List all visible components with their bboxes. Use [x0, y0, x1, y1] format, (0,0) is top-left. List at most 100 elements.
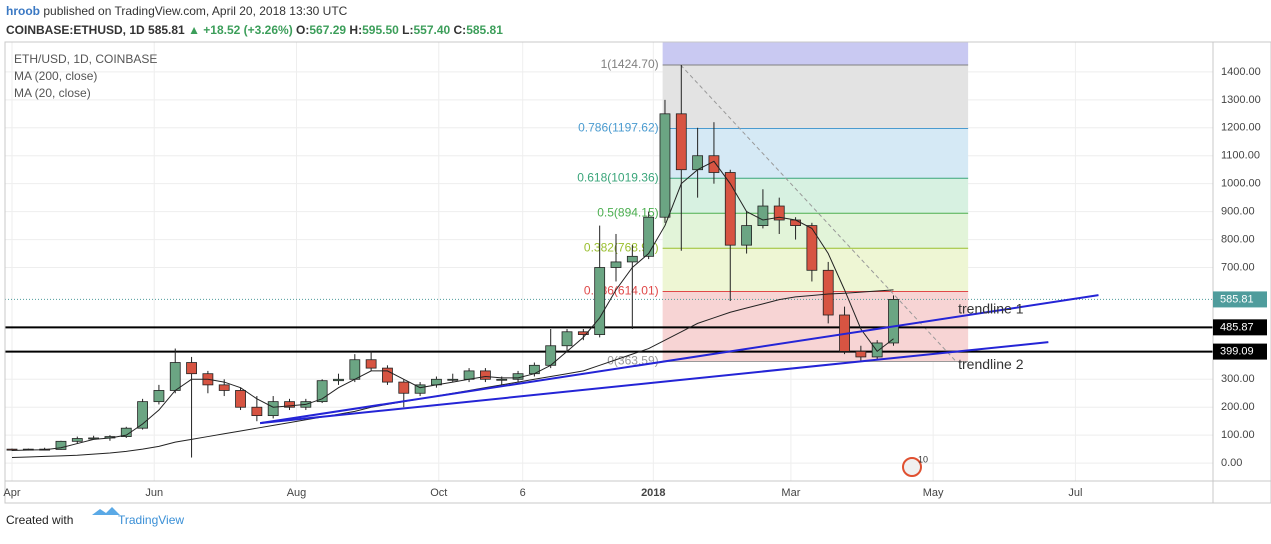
candle-body: [806, 225, 818, 271]
candle-body: [561, 331, 573, 347]
change: ▲ +18.52 (+3.26%): [188, 23, 293, 37]
price-box: [1213, 291, 1267, 308]
event-badge[interactable]: 10: [902, 454, 928, 477]
fib-band: [662, 128, 969, 179]
candle-body: [594, 267, 606, 335]
candle-body: [349, 359, 361, 380]
ohlc-key: L:: [402, 23, 413, 37]
x-tick-label: Jun: [145, 487, 163, 499]
moving-average: [11, 160, 894, 452]
candle-body: [398, 381, 410, 394]
ohlc-key: C:: [454, 23, 467, 37]
frame: [4, 41, 1271, 504]
plot-area: 0(363.59)0.236(614.01)0.382(768.93)0.5(8…: [5, 42, 1213, 481]
candle-body: [480, 370, 491, 380]
candle-body: [153, 390, 165, 403]
x-tick-label: 6: [520, 487, 526, 499]
candle-body: [251, 406, 263, 417]
candle-body: [888, 299, 899, 344]
candle-body: [822, 269, 834, 316]
symbol-line: COINBASE:ETHUSD, 1D 585.81 ▲ +18.52 (+3.…: [6, 23, 503, 37]
y-tick-label: 1100.00: [1221, 150, 1260, 162]
candle-body: [855, 350, 867, 358]
candle-body: [316, 380, 328, 403]
y-tick-label: 0.00: [1221, 457, 1242, 469]
candle-body: [284, 401, 295, 408]
candle-body: [55, 440, 67, 450]
legend-main: ETH/USD, 1D, COINBASE: [14, 52, 157, 66]
candle-body: [757, 205, 769, 226]
legend-ma20: MA (20, close): [14, 86, 91, 100]
publisher[interactable]: hroob: [6, 4, 40, 18]
y-tick-label: 200.00: [1221, 401, 1255, 413]
candle-body: [724, 172, 736, 246]
footer-brand[interactable]: TradingView: [118, 513, 184, 527]
fib-label: 0.5(894.15): [597, 205, 658, 219]
candle-body: [610, 261, 622, 268]
candle-body: [414, 384, 426, 394]
candle-body: [659, 113, 671, 218]
candle-body: [463, 370, 475, 380]
candle-body: [218, 384, 230, 391]
x-tick-label: Oct: [430, 487, 447, 499]
symbol: COINBASE:ETHUSD, 1D: [6, 23, 145, 37]
brand-logo[interactable]: [92, 507, 120, 515]
candle-body: [169, 362, 181, 391]
price-box: [1213, 343, 1267, 360]
x-tick-label: Mar: [781, 487, 800, 499]
price-box: [1213, 319, 1267, 336]
x-tick-label: Apr: [3, 487, 20, 499]
published: published on TradingView.com, April 20, …: [43, 4, 347, 18]
header: hroob published on TradingView.com, Apri…: [6, 4, 348, 18]
y-tick-label: 100.00: [1221, 429, 1255, 441]
ohlc-value: 567.29: [309, 23, 346, 37]
fib-label: 0.618(1019.36): [577, 170, 658, 184]
ohlc-value: 595.50: [362, 23, 399, 37]
y-tick-label: 700.00: [1221, 261, 1255, 273]
trendline: [259, 294, 1099, 425]
ohlc-key: H:: [349, 23, 362, 37]
footer-created: Created with: [6, 513, 73, 527]
candle-body: [643, 216, 655, 257]
candle-body: [71, 438, 83, 442]
fib-band: [662, 42, 969, 65]
ohlc-value: 585.81: [466, 23, 503, 37]
trendline-label: trendline 1: [958, 300, 1024, 316]
fib-label: 0.382(768.93): [584, 240, 659, 254]
candle-body: [137, 401, 148, 429]
fib-band: [662, 178, 969, 214]
candle-body: [120, 427, 132, 437]
fib-trend: [680, 64, 957, 362]
candle-body: [741, 225, 752, 246]
candle-body: [447, 378, 459, 381]
x-tick-label: 2018: [641, 487, 665, 499]
y-tick-label: 1200.00: [1221, 122, 1261, 134]
x-tick-label: May: [923, 487, 944, 499]
badge-count[interactable]: 10: [918, 454, 928, 464]
ohlc-key: O:: [296, 23, 309, 37]
fib-band: [662, 64, 969, 129]
y-tick-label: 300.00: [1221, 373, 1255, 385]
ohlc-value: 557.40: [413, 23, 450, 37]
candle-body: [267, 401, 279, 417]
fib-label: 1(1424.70): [601, 57, 659, 71]
candle-body: [333, 378, 344, 382]
candle-body: [790, 219, 801, 226]
candle-body: [496, 378, 508, 381]
candle-body: [773, 205, 785, 221]
y-tick-label: 800.00: [1221, 233, 1255, 245]
last: 585.81: [148, 23, 185, 37]
x-tick-label: Jul: [1068, 487, 1082, 499]
candle-body: [577, 331, 589, 335]
y-tick-label: 900.00: [1221, 206, 1255, 218]
candle-body: [382, 367, 393, 383]
candle-body: [186, 362, 197, 375]
candle-body: [708, 155, 720, 173]
candle-body: [626, 255, 638, 263]
y-tick-label: 1000.00: [1221, 178, 1261, 190]
x-tick-label: Aug: [287, 487, 307, 499]
badge-icon[interactable]: [902, 457, 922, 477]
fib-label: 0.786(1197.62): [578, 121, 659, 135]
